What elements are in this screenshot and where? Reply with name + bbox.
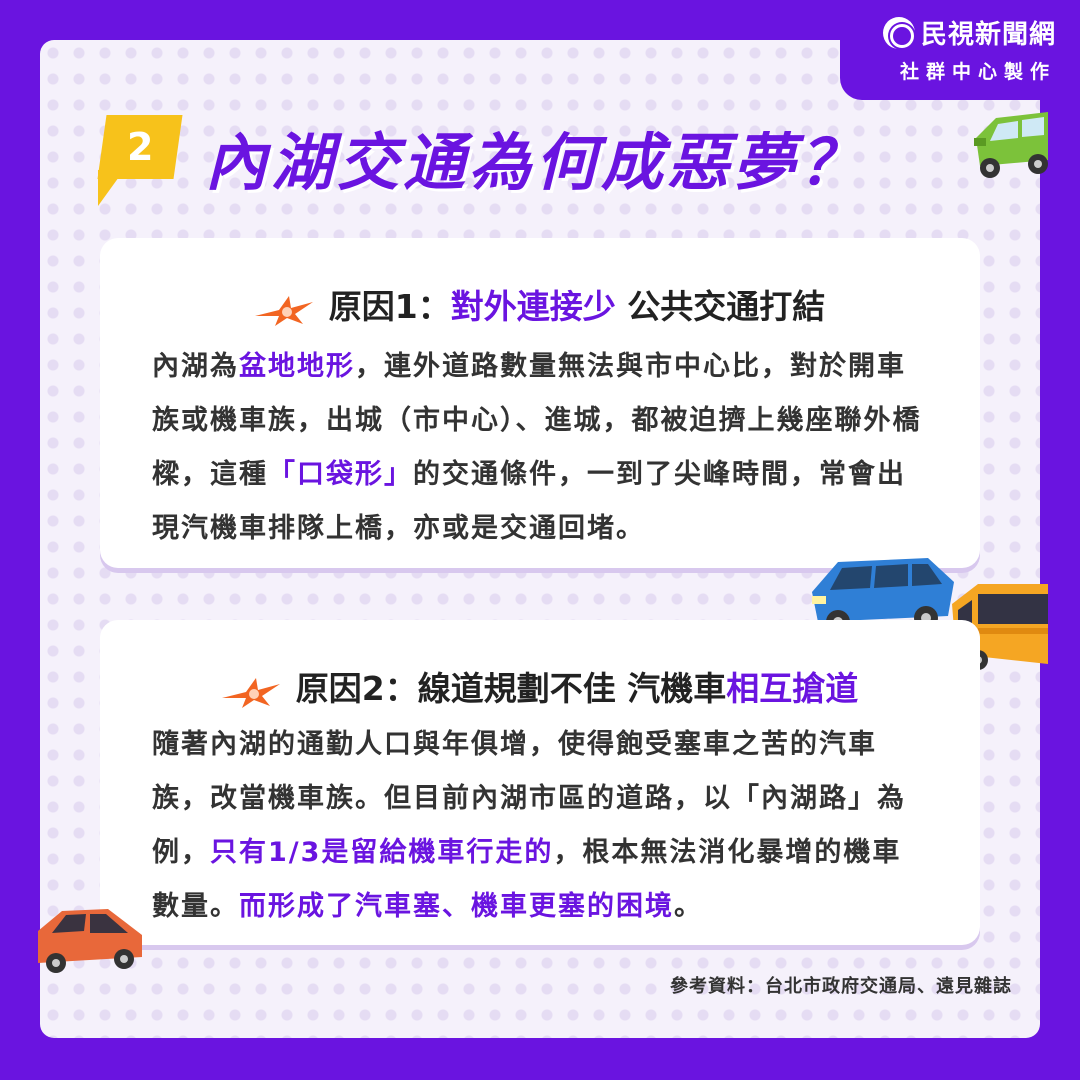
reason-1-body: 內湖為盆地地形，連外道路數量無法與市中心比，對於開車族或機車族，出城（市中心）、… xyxy=(152,340,928,556)
green-car-icon xyxy=(974,112,1048,178)
reason-1-text-highlight: 盆地地形 xyxy=(239,351,355,382)
reason-2-plain: 線道規劃不佳 汽機車 xyxy=(417,669,727,708)
reason-2-text-highlight: 只有1/3是留給機車行走的 xyxy=(210,837,554,868)
reason-1-text: ，連外道路數量無法與市中心比，對於開車族或機車族，出城（市中心）、進城，都被迫擠… xyxy=(152,351,922,490)
reason-1-suffix: 公共交通打結 xyxy=(615,287,826,326)
reason-card-2: 原因2：線道規劃不佳 汽機車相互搶道 隨著內湖的通勤人口與年俱增，使得飽受塞車之… xyxy=(100,620,980,945)
brand-name: 民視新聞網 xyxy=(920,20,1056,50)
reason-2-body: 隨著內湖的通勤人口與年俱增，使得飽受塞車之苦的汽車族，改當機車族。但目前內湖市區… xyxy=(152,718,928,934)
yellow-bus-icon xyxy=(952,584,1048,670)
reason-2-text: 。 xyxy=(674,891,703,922)
reason-2-text-highlight: 而形成了汽車塞、機車更塞的困境 xyxy=(239,891,674,922)
reason-1-text: 的交通條件，一到了尖峰時間，常會出現汽機車排隊上橋，亦或是交通回堵。 xyxy=(152,459,906,544)
reason-1-prefix: 原因1： xyxy=(328,287,451,326)
reason-1-highlight: 對外連接少 xyxy=(450,287,616,326)
reason-card-1: 原因1：對外連接少 公共交通打結 內湖為盆地地形，連外道路數量無法與市中心比，對… xyxy=(100,238,980,568)
burst-icon xyxy=(221,677,280,708)
brand-tab: 民視新聞網 社群中心製作 xyxy=(840,0,1080,100)
reason-1-title: 原因1：對外連接少 公共交通打結 xyxy=(100,280,980,328)
reason-2-text: ，根本無法消化暴增的機車數量。 xyxy=(152,837,902,922)
reason-1-text-highlight: 「口袋形」 xyxy=(268,459,413,490)
page-title: 內湖交通為何成惡夢？ xyxy=(205,126,866,199)
orange-car-icon xyxy=(38,909,142,973)
reason-2-title: 原因2：線道規劃不佳 汽機車相互搶道 xyxy=(100,662,980,710)
reason-2-text: 隨著內湖的通勤人口與年俱增，使得飽受塞車之苦的汽車族，改當機車族。但目前內湖市區… xyxy=(152,729,906,868)
reason-1-text: 內湖為 xyxy=(152,351,239,382)
eye-logo-icon xyxy=(882,16,915,49)
burst-icon xyxy=(254,295,313,326)
brand-subtitle: 社群中心製作 xyxy=(899,61,1056,83)
reason-2-highlight: 相互搶道 xyxy=(726,669,859,708)
section-number: 2 xyxy=(126,125,154,169)
source-reference: 參考資料：台北市政府交通局、遠見雜誌 xyxy=(670,976,1012,997)
reason-2-prefix: 原因2： xyxy=(295,669,418,708)
section-number-badge: 2 xyxy=(97,115,183,179)
